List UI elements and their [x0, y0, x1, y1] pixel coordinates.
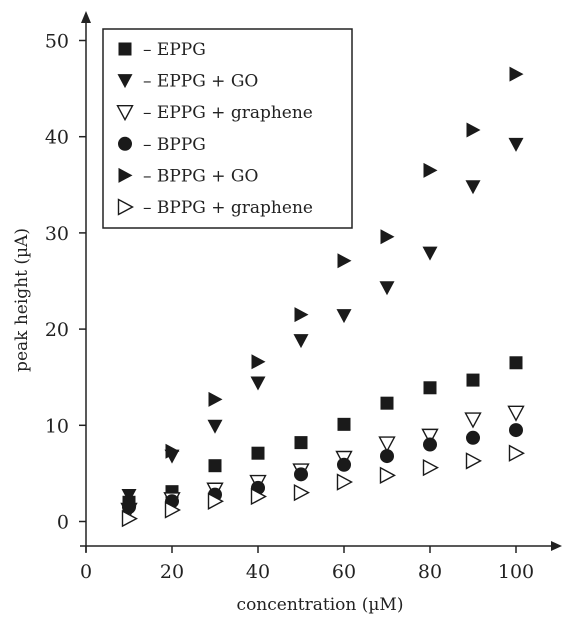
- data-point: [251, 354, 266, 370]
- y-axis-arrow: [81, 11, 91, 23]
- data-point: [380, 449, 394, 464]
- data-point: [380, 229, 395, 245]
- x-tick-label: 40: [246, 561, 270, 583]
- data-point: [508, 444, 525, 462]
- data-point: [379, 281, 395, 296]
- data-point: [294, 467, 308, 482]
- data-point: [336, 473, 353, 491]
- data-point: [294, 436, 308, 450]
- data-point: [250, 376, 266, 391]
- legend-entry: – BPPG + GO: [118, 166, 258, 186]
- data-point: [250, 487, 267, 506]
- y-tick-label: 40: [45, 127, 69, 149]
- series-5: [122, 66, 524, 514]
- data-point: [465, 180, 481, 195]
- y-tick-label: 30: [45, 223, 69, 245]
- data-point: [465, 452, 482, 470]
- axes: [80, 11, 562, 552]
- data-point: [293, 483, 310, 502]
- legend-entry: – EPPG: [118, 40, 206, 60]
- legend-entry: – EPPG + GO: [117, 72, 258, 92]
- legend-entry: – EPPG + graphene: [116, 103, 313, 123]
- data-point: [165, 443, 180, 459]
- x-tick-label: 20: [160, 561, 184, 583]
- data-point: [380, 396, 394, 410]
- legend-entry: – BPPG + graphene: [117, 198, 313, 218]
- legend-marker: [118, 167, 133, 183]
- data-point: [423, 437, 437, 452]
- legend-entries: – EPPG – EPPG + GO – EPPG + graphene – BPPG…: [116, 40, 313, 218]
- data-point: [122, 498, 137, 514]
- data-point: [208, 459, 222, 473]
- series-2: [121, 137, 524, 504]
- legend-box: [102, 28, 353, 229]
- tick-labels: 0 20 40 60 80 100 0 10 20 30 40 50: [45, 31, 534, 584]
- data-point: [509, 66, 524, 82]
- data-point: [378, 436, 396, 453]
- legend-label: – BPPG: [143, 135, 206, 155]
- legend-marker: [118, 136, 132, 151]
- data-point: [294, 307, 309, 323]
- data-point: [207, 492, 224, 510]
- x-tick-label: 80: [418, 561, 442, 583]
- legend-marker: [116, 104, 134, 122]
- data-point: [466, 430, 480, 445]
- x-axis-arrow: [551, 541, 562, 551]
- series-1: [122, 356, 523, 509]
- y-tick-label: 0: [57, 512, 69, 534]
- legend-label: – EPPG + GO: [143, 72, 258, 92]
- y-tick-label: 10: [45, 415, 69, 437]
- legend-label: – EPPG: [143, 40, 206, 60]
- legend-label: – BPPG + graphene: [143, 198, 313, 218]
- y-axis-title: peak height (µA): [12, 228, 32, 372]
- data-point: [337, 457, 351, 472]
- x-tick-label: 100: [498, 561, 534, 583]
- data-point: [422, 458, 439, 477]
- data-point: [508, 137, 524, 152]
- data-point: [379, 466, 396, 484]
- data-point: [421, 428, 439, 445]
- y-tick-label: 50: [45, 31, 69, 53]
- x-axis-title: concentration (µM): [237, 595, 404, 615]
- data-point: [423, 162, 438, 178]
- data-point: [121, 489, 137, 504]
- data-points: [120, 66, 525, 528]
- ticks: [79, 39, 517, 553]
- data-point: [422, 246, 438, 261]
- data-point: [507, 405, 525, 422]
- data-point: [509, 423, 523, 438]
- series-6: [121, 444, 525, 528]
- series-3: [120, 405, 525, 519]
- data-point: [251, 446, 265, 460]
- legend-entry: – BPPG: [118, 135, 206, 155]
- data-point: [164, 501, 181, 519]
- legend-marker: [117, 74, 133, 89]
- data-point: [207, 419, 223, 434]
- legend-label: – BPPG + GO: [143, 166, 258, 186]
- data-point: [293, 334, 309, 349]
- legend: – EPPG – EPPG + GO – EPPG + graphene – BPPG…: [102, 28, 353, 229]
- data-point: [423, 381, 437, 395]
- data-point: [509, 356, 523, 370]
- y-tick-label: 20: [45, 319, 69, 341]
- data-point: [464, 412, 482, 429]
- legend-marker: [117, 198, 134, 216]
- series-4: [122, 423, 523, 515]
- data-point: [336, 309, 352, 324]
- x-tick-label: 0: [80, 561, 92, 583]
- data-point: [121, 509, 138, 528]
- data-point: [466, 373, 480, 387]
- legend-marker: [118, 42, 132, 56]
- x-tick-label: 60: [332, 561, 356, 583]
- legend-label: – EPPG + graphene: [143, 103, 313, 123]
- data-point: [337, 253, 352, 269]
- data-point: [466, 122, 481, 138]
- data-point: [337, 417, 351, 431]
- data-point: [208, 391, 223, 407]
